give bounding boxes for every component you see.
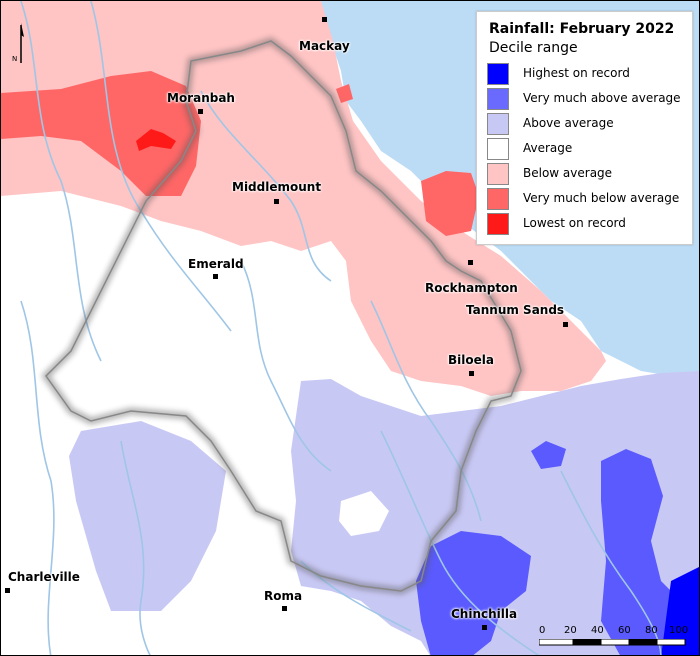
legend-item-label: Below average [523, 166, 613, 180]
scale-tick-label: 100 [669, 625, 689, 636]
very-much-below-region [1, 71, 201, 196]
legend-item: Highest on record [487, 63, 692, 85]
legend-item-label: Lowest on record [523, 216, 626, 230]
scale-tick-label: 80 [645, 625, 658, 636]
very-much-above-region [416, 531, 531, 655]
town-label-middlemount: Middlemount [232, 180, 322, 194]
legend-swatch [487, 113, 509, 135]
highest-region [661, 567, 699, 655]
legend-swatch [487, 188, 509, 210]
legend-item-label: Average [523, 141, 573, 155]
legend-item-label: Very much below average [523, 191, 680, 205]
legend-item: Very much above average [487, 88, 692, 110]
above-average-region [291, 371, 699, 655]
legend-item: Lowest on record [487, 213, 692, 235]
legend-item: Above average [487, 113, 692, 135]
north-arrow-icon [20, 23, 24, 63]
north-arrow: N [12, 23, 26, 68]
very-much-above-region [531, 441, 566, 469]
legend-swatch [487, 138, 509, 160]
legend-subtitle: Decile range [489, 40, 578, 56]
legend-swatch [487, 88, 509, 110]
town-label-moranbah: Moranbah [167, 91, 235, 105]
town-label-emerald: Emerald [188, 257, 244, 271]
map-legend: Rainfall: February 2022 Decile range Hig… [476, 11, 693, 245]
legend-item-label: Above average [523, 116, 614, 130]
legend-item-label: Very much above average [523, 91, 681, 105]
average-hole [339, 491, 389, 536]
legend-item: Below average [487, 163, 692, 185]
town-label-rockhampton: Rockhampton [425, 281, 518, 295]
legend-item: Very much below average [487, 188, 692, 210]
scale-tick-label: 40 [591, 625, 604, 636]
above-average-region [69, 421, 226, 611]
very-much-below-region [336, 84, 353, 103]
scale-bar: 0 20 40 60 80 100 [539, 625, 689, 655]
lowest-region [136, 129, 176, 151]
north-label: N [12, 55, 18, 63]
legend-item-label: Highest on record [523, 66, 630, 80]
town-label-mackay: Mackay [299, 39, 350, 53]
town-label-charleville: Charleville [8, 570, 80, 584]
legend-swatch [487, 163, 509, 185]
scale-tick-label: 0 [539, 625, 546, 636]
legend-swatch [487, 213, 509, 235]
legend-title: Rainfall: February 2022 [489, 21, 675, 37]
town-label-tannum-sands: Tannum Sands [466, 303, 565, 317]
very-much-below-region [421, 171, 479, 236]
town-label-chinchilla: Chinchilla [451, 607, 518, 621]
legend-item: Average [487, 138, 692, 160]
town-markers [5, 17, 568, 630]
scale-bar-segments [539, 639, 686, 646]
scale-tick-label: 20 [564, 625, 577, 636]
region-boundary [45, 40, 522, 592]
town-label-biloela: Biloela [448, 353, 494, 367]
legend-swatch [487, 63, 509, 85]
scale-tick-label: 60 [618, 625, 631, 636]
river-network [20, 1, 662, 655]
town-label-roma: Roma [264, 589, 303, 603]
